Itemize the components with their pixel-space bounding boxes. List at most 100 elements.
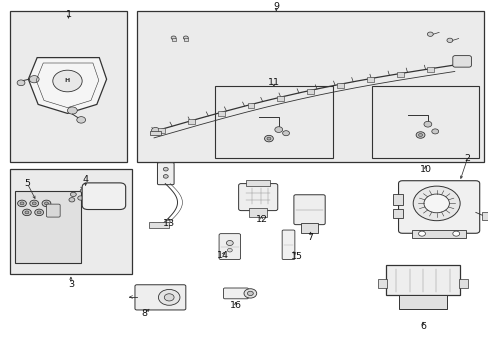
Text: 11: 11 [267, 77, 279, 86]
Circle shape [244, 289, 256, 298]
Text: 2: 2 [464, 154, 469, 163]
Circle shape [53, 70, 82, 92]
Bar [183, 38, 187, 41]
Circle shape [412, 186, 459, 221]
Text: 4: 4 [82, 175, 88, 184]
Text: 5: 5 [24, 179, 30, 188]
Circle shape [17, 80, 25, 86]
Bar [277, 96, 284, 101]
FancyBboxPatch shape [157, 163, 174, 185]
Circle shape [183, 36, 188, 40]
Bar [245, 180, 270, 186]
Bar [15, 191, 81, 263]
Text: H: H [65, 78, 70, 84]
Circle shape [29, 76, 39, 83]
Text: 7: 7 [307, 233, 313, 242]
Bar [398, 295, 447, 309]
FancyBboxPatch shape [223, 288, 248, 299]
Circle shape [20, 202, 24, 205]
Bar [392, 209, 403, 218]
Text: 15: 15 [291, 252, 303, 261]
Circle shape [25, 211, 29, 214]
Bar [171, 38, 175, 41]
Bar [377, 279, 386, 288]
FancyBboxPatch shape [135, 285, 185, 310]
Text: 8: 8 [141, 309, 147, 318]
Bar [411, 230, 465, 238]
Circle shape [423, 194, 448, 213]
Circle shape [67, 107, 77, 114]
Circle shape [247, 291, 253, 296]
Bar [366, 77, 373, 82]
Circle shape [227, 248, 232, 252]
Circle shape [418, 134, 422, 136]
Circle shape [427, 32, 432, 36]
Circle shape [171, 36, 176, 40]
Circle shape [163, 167, 168, 171]
FancyBboxPatch shape [82, 183, 125, 210]
Circle shape [274, 127, 282, 132]
Circle shape [70, 192, 76, 197]
Text: 1: 1 [65, 10, 71, 19]
Circle shape [418, 231, 425, 236]
Text: 10: 10 [419, 165, 430, 174]
Circle shape [264, 135, 273, 142]
Bar [217, 111, 224, 116]
Bar [10, 169, 132, 274]
Text: 14: 14 [216, 251, 228, 260]
Circle shape [18, 200, 26, 207]
Circle shape [30, 200, 39, 207]
Circle shape [78, 196, 83, 200]
Bar [158, 128, 164, 133]
Circle shape [379, 282, 385, 286]
Bar [371, 86, 478, 158]
Circle shape [452, 231, 459, 236]
Circle shape [266, 137, 270, 140]
Bar [426, 67, 433, 72]
Bar [150, 131, 161, 135]
Circle shape [226, 240, 233, 246]
Bar [215, 86, 332, 158]
Circle shape [158, 289, 180, 305]
Circle shape [431, 129, 438, 134]
Bar [10, 11, 127, 162]
Circle shape [37, 211, 41, 214]
Text: 3: 3 [68, 280, 74, 289]
Circle shape [44, 202, 48, 205]
Circle shape [22, 209, 31, 216]
Text: 13: 13 [163, 219, 174, 228]
Text: 12: 12 [255, 215, 267, 224]
Bar [149, 222, 168, 228]
Bar [187, 119, 194, 124]
Bar [337, 83, 344, 88]
Bar [249, 208, 266, 217]
Circle shape [423, 121, 431, 127]
Bar [396, 72, 403, 77]
FancyBboxPatch shape [238, 184, 277, 211]
Circle shape [282, 131, 289, 136]
FancyBboxPatch shape [282, 230, 294, 260]
FancyBboxPatch shape [46, 204, 60, 217]
Bar [458, 279, 467, 288]
FancyBboxPatch shape [293, 195, 325, 225]
Circle shape [42, 200, 51, 207]
Circle shape [77, 117, 85, 123]
Circle shape [35, 209, 43, 216]
Bar [247, 103, 254, 108]
FancyBboxPatch shape [452, 55, 470, 67]
Circle shape [446, 38, 452, 42]
Text: 9: 9 [273, 2, 279, 11]
Bar [307, 89, 314, 94]
Circle shape [150, 223, 155, 227]
Circle shape [69, 198, 75, 202]
Bar [392, 194, 403, 205]
Bar [481, 212, 488, 220]
Circle shape [460, 282, 466, 286]
Bar [300, 223, 318, 233]
Circle shape [32, 202, 36, 205]
FancyBboxPatch shape [398, 181, 479, 233]
Text: 16: 16 [229, 302, 241, 310]
Polygon shape [28, 58, 106, 113]
Text: 6: 6 [419, 322, 425, 331]
Circle shape [164, 294, 174, 301]
